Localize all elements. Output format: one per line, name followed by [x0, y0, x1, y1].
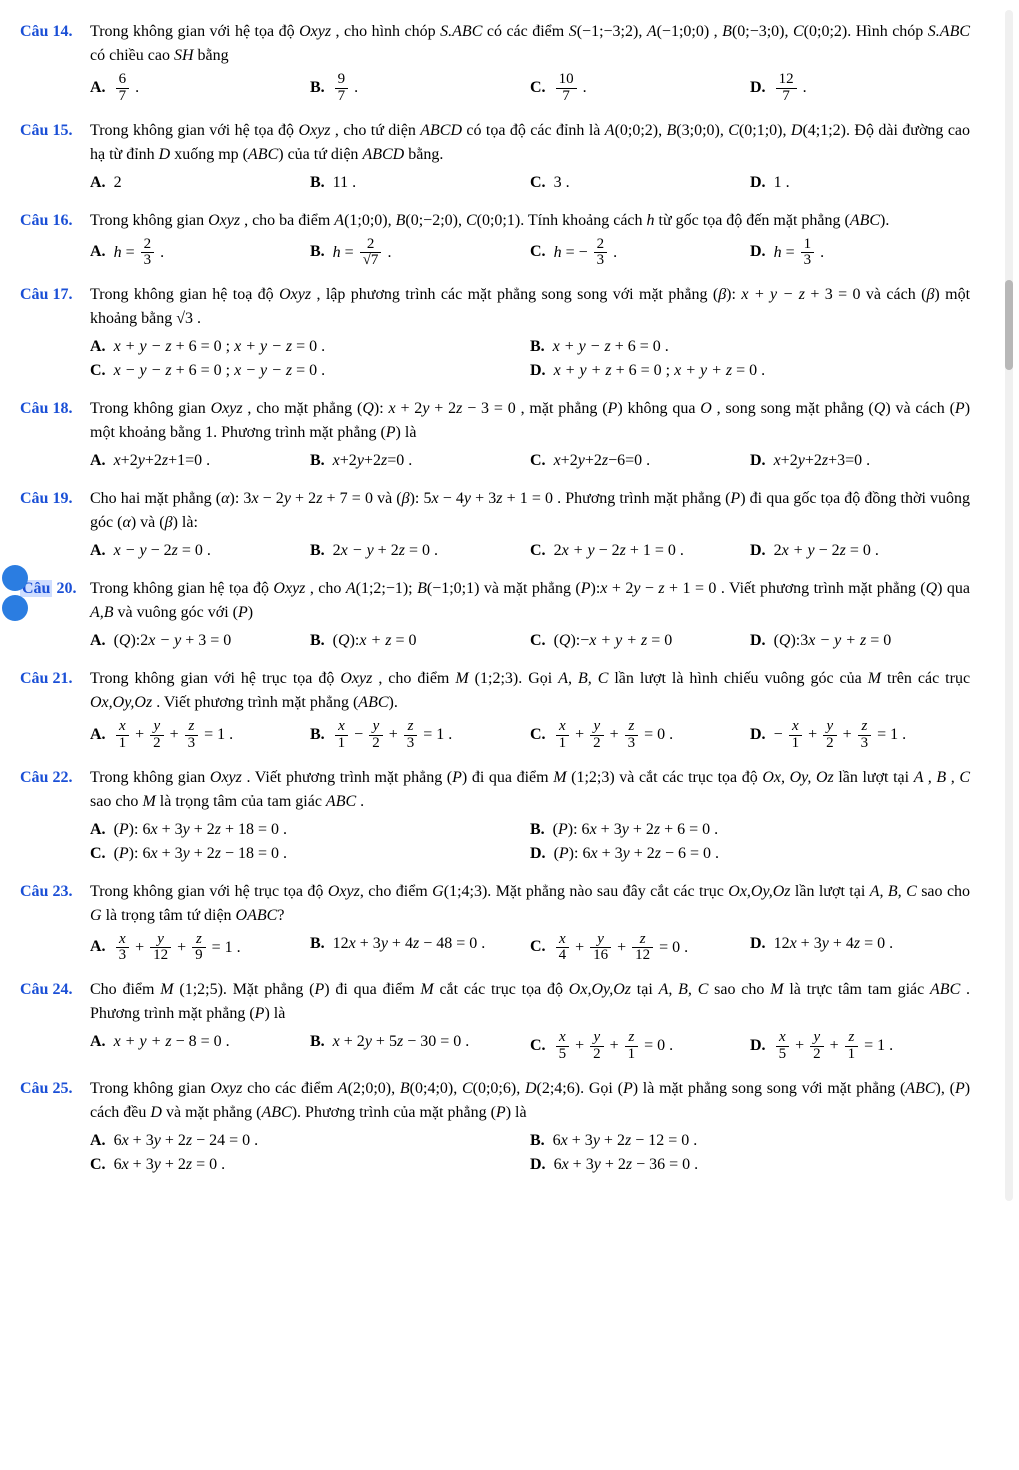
option-D[interactable]: D. h = 13 .	[750, 237, 970, 270]
option-D[interactable]: D. x5 + y2 + z1 = 1 .	[750, 1030, 970, 1063]
question-label: Câu 22.	[20, 766, 90, 790]
question-24: Câu 24.Cho điểm M (1;2;5). Mặt phẳng (P)…	[20, 978, 989, 1063]
option-B[interactable]: B. x+2y+2z=0 .	[310, 449, 530, 473]
question-label: Câu 23.	[20, 880, 90, 904]
option-B[interactable]: B. 12x + 3y + 4z − 48 = 0 .	[310, 932, 530, 965]
option-C[interactable]: C. (P): 6x + 3y + 2z − 18 = 0 .	[90, 842, 530, 866]
option-D[interactable]: D. 1 .	[750, 171, 970, 195]
option-B[interactable]: B. 97 .	[310, 72, 530, 105]
option-A[interactable]: A. h = 23 .	[90, 237, 310, 270]
question-23: Câu 23.Trong không gian với hệ trục tọa …	[20, 880, 989, 965]
question-label: Câu 19.	[20, 487, 90, 511]
question-label: Câu 25.	[20, 1077, 90, 1101]
option-B[interactable]: B. 11 .	[310, 171, 530, 195]
options: A. 67 .B. 97 .C. 107 .D. 127 .	[90, 72, 970, 105]
option-D[interactable]: D. 12x + 3y + 4z = 0 .	[750, 932, 970, 965]
question-label: Câu 14.	[20, 20, 90, 44]
option-A[interactable]: A. x1 + y2 + z3 = 1 .	[90, 719, 310, 752]
option-D[interactable]: D. (Q):3x − y + z = 0	[750, 629, 970, 653]
option-A[interactable]: A. x + y − z + 6 = 0 ; x + y − z = 0 .	[90, 335, 530, 359]
question-16: Câu 16.Trong không gian Oxyz , cho ba đi…	[20, 209, 989, 270]
option-A[interactable]: A. 67 .	[90, 72, 310, 105]
options: A. x + y − z + 6 = 0 ; x + y − z = 0 .B.…	[90, 335, 970, 383]
option-A[interactable]: A. 2	[90, 171, 310, 195]
question-label: Câu 15.	[20, 119, 90, 143]
option-C[interactable]: C. x − y − z + 6 = 0 ; x − y − z = 0 .	[90, 359, 530, 383]
question-25: Câu 25.Trong không gian Oxyz cho các điể…	[20, 1077, 989, 1177]
question-17: Câu 17.Trong không gian hệ toạ độ Oxyz ,…	[20, 283, 989, 383]
options: A. x1 + y2 + z3 = 1 .B. x1 − y2 + z3 = 1…	[90, 719, 970, 752]
option-C[interactable]: C. x5 + y2 + z1 = 0 .	[530, 1030, 750, 1063]
options: A. 2B. 11 .C. 3 .D. 1 .	[90, 171, 970, 195]
question-body: Cho hai mặt phẳng (α): 3x − 2y + 2z + 7 …	[90, 487, 970, 563]
option-A[interactable]: A. x+2y+2z+1=0 .	[90, 449, 310, 473]
option-D[interactable]: D. x + y + z + 6 = 0 ; x + y + z = 0 .	[530, 359, 970, 383]
question-label: Câu 16.	[20, 209, 90, 233]
options: A. (Q):2x − y + 3 = 0B. (Q):x + z = 0C. …	[90, 629, 970, 653]
option-C[interactable]: C. x4 + y16 + z12 = 0 .	[530, 932, 750, 965]
option-C[interactable]: C. 107 .	[530, 72, 750, 105]
question-body: Trong không gian Oxyz cho các điểm A(2;0…	[90, 1077, 970, 1177]
option-C[interactable]: C. x+2y+2z−6=0 .	[530, 449, 750, 473]
options: A. x − y − 2z = 0 .B. 2x − y + 2z = 0 .C…	[90, 539, 970, 563]
option-A[interactable]: A. (Q):2x − y + 3 = 0	[90, 629, 310, 653]
question-15: Câu 15.Trong không gian với hệ tọa độ Ox…	[20, 119, 989, 195]
option-D[interactable]: D. x+2y+2z+3=0 .	[750, 449, 970, 473]
option-B[interactable]: B. x1 − y2 + z3 = 1 .	[310, 719, 530, 752]
question-label: Câu 18.	[20, 397, 90, 421]
option-A[interactable]: A. x3 + y12 + z9 = 1 .	[90, 932, 310, 965]
option-C[interactable]: C. h = − 23 .	[530, 237, 750, 270]
question-19: Câu 19.Cho hai mặt phẳng (α): 3x − 2y + …	[20, 487, 989, 563]
options: A. x + y + z − 8 = 0 .B. x + 2y + 5z − 3…	[90, 1030, 970, 1063]
option-A[interactable]: A. x − y − 2z = 0 .	[90, 539, 310, 563]
option-D[interactable]: D. 127 .	[750, 72, 970, 105]
question-label: Câu 24.	[20, 978, 90, 1002]
question-label: Câu 21.	[20, 667, 90, 691]
question-label: Câu 17.	[20, 283, 90, 307]
question-body: Cho điểm M (1;2;5). Mặt phẳng (P) đi qua…	[90, 978, 970, 1063]
question-body: Trong không gian hệ toạ độ Oxyz , lập ph…	[90, 283, 970, 383]
option-B[interactable]: B. 2x − y + 2z = 0 .	[310, 539, 530, 563]
scrollbar-thumb[interactable]	[1005, 280, 1013, 370]
option-B[interactable]: B. (P): 6x + 3y + 2z + 6 = 0 .	[530, 818, 970, 842]
option-C[interactable]: C. 3 .	[530, 171, 750, 195]
question-14: Câu 14.Trong không gian với hệ tọa độ Ox…	[20, 20, 989, 105]
option-A[interactable]: A. x + y + z − 8 = 0 .	[90, 1030, 310, 1063]
question-body: Trong không gian với hệ tọa độ Oxyz , ch…	[90, 119, 970, 195]
question-body: Trong không gian Oxyz . Viết phương trìn…	[90, 766, 970, 866]
question-body: Trong không gian Oxyz , cho ba điểm A(1;…	[90, 209, 970, 270]
question-body: Trong không gian với hệ tọa độ Oxyz , ch…	[90, 20, 970, 105]
option-D[interactable]: D. 6x + 3y + 2z − 36 = 0 .	[530, 1153, 970, 1177]
question-body: Trong không gian với hệ trục tọa độ Oxyz…	[90, 880, 970, 965]
question-body: Trong không gian với hệ trục tọa độ Oxyz…	[90, 667, 970, 752]
question-label: Câu 20.	[20, 577, 90, 601]
scrollbar-track	[1005, 10, 1013, 1201]
option-D[interactable]: D. (P): 6x + 3y + 2z − 6 = 0 .	[530, 842, 970, 866]
question-22: Câu 22.Trong không gian Oxyz . Viết phươ…	[20, 766, 989, 866]
options: A. (P): 6x + 3y + 2z + 18 = 0 .B. (P): 6…	[90, 818, 970, 866]
option-A[interactable]: A. (P): 6x + 3y + 2z + 18 = 0 .	[90, 818, 530, 842]
option-A[interactable]: A. 6x + 3y + 2z − 24 = 0 .	[90, 1129, 530, 1153]
option-B[interactable]: B. (Q):x + z = 0	[310, 629, 530, 653]
option-C[interactable]: C. 2x + y − 2z + 1 = 0 .	[530, 539, 750, 563]
question-body: Trong không gian Oxyz , cho mặt phẳng (Q…	[90, 397, 970, 473]
options: A. x3 + y12 + z9 = 1 .B. 12x + 3y + 4z −…	[90, 932, 970, 965]
option-B[interactable]: B. h = 2√7 .	[310, 237, 530, 270]
options: A. x+2y+2z+1=0 .B. x+2y+2z=0 .C. x+2y+2z…	[90, 449, 970, 473]
option-C[interactable]: C. 6x + 3y + 2z = 0 .	[90, 1153, 530, 1177]
question-18: Câu 18.Trong không gian Oxyz , cho mặt p…	[20, 397, 989, 473]
option-B[interactable]: B. x + 2y + 5z − 30 = 0 .	[310, 1030, 530, 1063]
options: A. h = 23 .B. h = 2√7 .C. h = − 23 .D. h…	[90, 237, 970, 270]
question-21: Câu 21.Trong không gian với hệ trục tọa …	[20, 667, 989, 752]
option-B[interactable]: B. 6x + 3y + 2z − 12 = 0 .	[530, 1129, 970, 1153]
option-D[interactable]: D. 2x + y − 2z = 0 .	[750, 539, 970, 563]
option-D[interactable]: D. − x1 + y2 + z3 = 1 .	[750, 719, 970, 752]
question-body: Trong không gian hệ tọa độ Oxyz , cho A(…	[90, 577, 970, 653]
option-C[interactable]: C. (Q):−x + y + z = 0	[530, 629, 750, 653]
question-20: Câu 20.Trong không gian hệ tọa độ Oxyz ,…	[20, 577, 989, 653]
option-B[interactable]: B. x + y − z + 6 = 0 .	[530, 335, 970, 359]
option-C[interactable]: C. x1 + y2 + z3 = 0 .	[530, 719, 750, 752]
options: A. 6x + 3y + 2z − 24 = 0 .B. 6x + 3y + 2…	[90, 1129, 970, 1177]
